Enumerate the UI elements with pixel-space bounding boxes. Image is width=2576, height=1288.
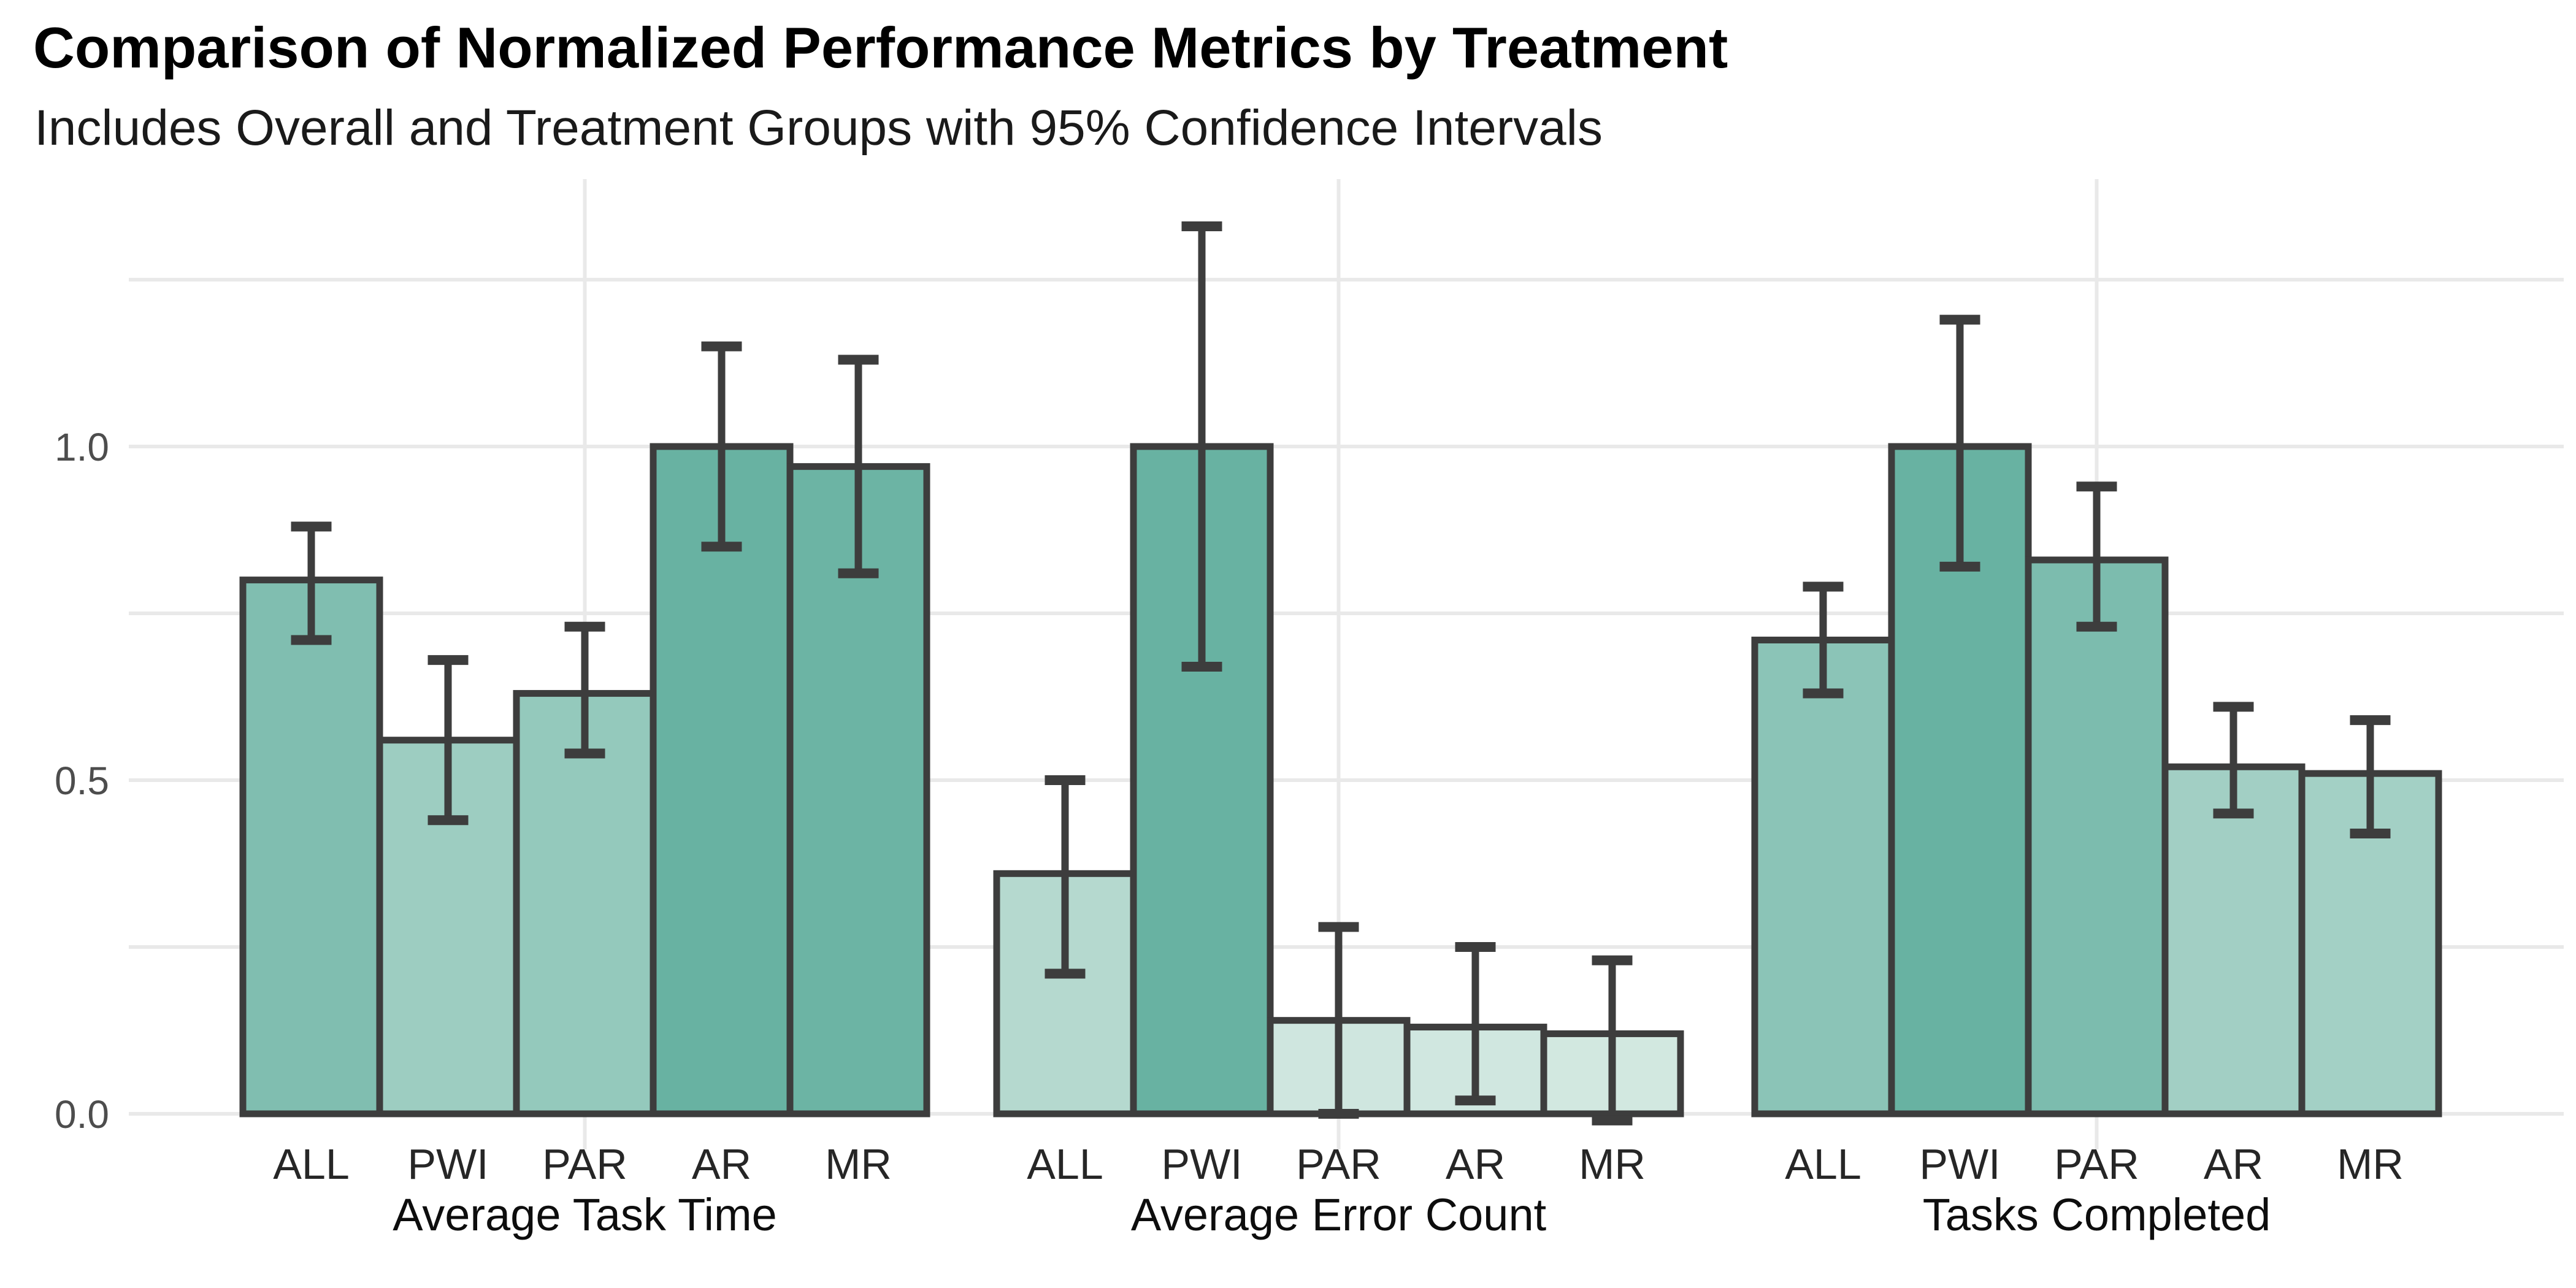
x-tick-label: ALL xyxy=(1785,1140,1861,1188)
x-tick-label: MR xyxy=(825,1140,892,1188)
x-tick-label: MR xyxy=(1579,1140,1646,1188)
x-tick-label: MR xyxy=(2337,1140,2404,1188)
bar-tasks-completed-par xyxy=(2025,556,2169,1117)
x-tick-label: AR xyxy=(2204,1140,2263,1188)
bar-average-task-time-par xyxy=(513,690,657,1117)
bar-average-error-count-pwi xyxy=(1130,443,1274,1117)
x-tick-label: ALL xyxy=(273,1140,350,1188)
chart-subtitle: Includes Overall and Treatment Groups wi… xyxy=(34,100,1603,156)
y-tick-label: 0.5 xyxy=(55,759,109,803)
x-tick-label: PAR xyxy=(1296,1140,1381,1188)
x-tick-label: AR xyxy=(692,1140,751,1188)
x-tick-label: PAR xyxy=(542,1140,627,1188)
x-tick-label: PWI xyxy=(1161,1140,1242,1188)
chart-title: Comparison of Normalized Performance Met… xyxy=(33,15,1728,80)
group-axis-label: Average Task Time xyxy=(393,1189,777,1240)
bar-tasks-completed-all xyxy=(1751,637,1895,1117)
x-tick-label: PWI xyxy=(1919,1140,2000,1188)
y-tick-label: 0.0 xyxy=(55,1092,109,1137)
bar-average-task-time-all xyxy=(239,577,383,1117)
x-tick-label: AR xyxy=(1446,1140,1505,1188)
x-tick-label: PWI xyxy=(407,1140,488,1188)
x-tick-label: PAR xyxy=(2054,1140,2139,1188)
group-axis-label: Tasks Completed xyxy=(1923,1189,2271,1240)
y-tick-label: 1.0 xyxy=(55,425,109,469)
group-axis-label: Average Error Count xyxy=(1131,1189,1547,1240)
bar-tasks-completed-ar xyxy=(2161,763,2306,1117)
x-tick-label: ALL xyxy=(1027,1140,1103,1188)
